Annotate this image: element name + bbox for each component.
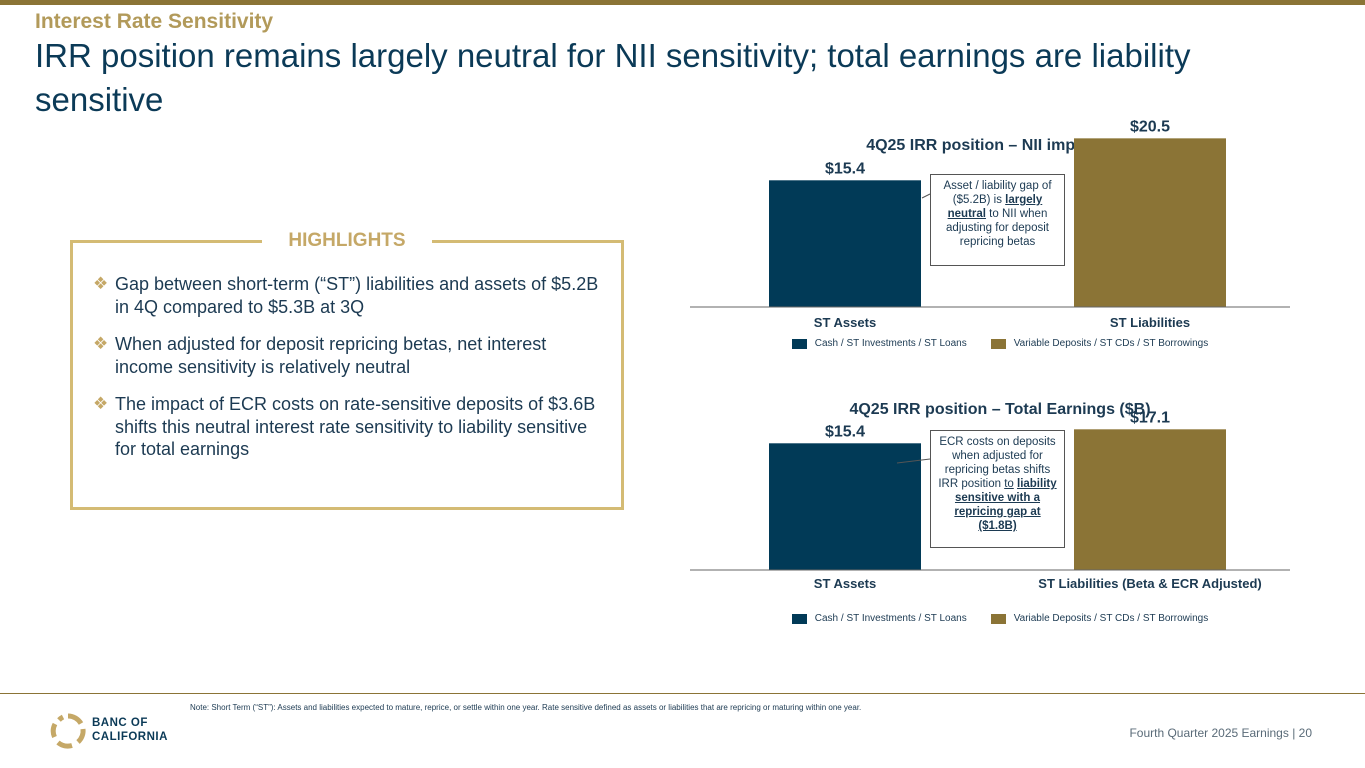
category-label: ST Liabilities [1110,315,1190,330]
diamond-bullet-icon: ❖ [93,394,109,413]
page-footer-label: Fourth Quarter 2025 Earnings | 20 [1129,726,1312,740]
legend-item-assets: Cash / ST Investments / ST Loans [791,338,967,349]
highlights-box: HIGHLIGHTS ❖ Gap between short-term (“ST… [70,230,624,510]
category-label: ST Assets [814,315,876,330]
nii-gap-callout: Asset / liability gap of ($5.2B) is larg… [930,174,1065,266]
list-item-text: Gap between short-term (“ST”) liabilitie… [115,274,599,317]
list-item: ❖ The impact of ECR costs on rate-sensit… [85,393,600,461]
data-label: $17.1 [1130,409,1170,426]
list-item-text: The impact of ECR costs on rate-sensitiv… [115,394,596,459]
callout-emphasis: to [1004,478,1014,490]
bar-st-liabilities [1074,138,1226,307]
legend-item-liabilities: Variable Deposits / ST CDs / ST Borrowin… [990,613,1209,624]
category-label: ST Liabilities (Beta & ECR Adjusted) [1038,576,1261,591]
data-label: $15.4 [825,423,865,440]
logo-mark-icon [50,713,86,749]
diamond-bullet-icon: ❖ [93,334,109,353]
top-rule [0,0,1365,5]
callout-emphasis: liability sensitive with a repricing gap… [954,478,1057,532]
highlights-title: HIGHLIGHTS [262,230,432,251]
callout-leader-line [921,193,931,199]
chart-legend: Cash / ST Investments / ST Loans Variabl… [690,613,1310,624]
legend-label: Cash / ST Investments / ST Loans [814,613,967,624]
logo-line-1: BANC OF [92,717,148,729]
list-item: ❖ Gap between short-term (“ST”) liabilit… [85,273,600,318]
legend-item-assets: Cash / ST Investments / ST Loans [791,613,967,624]
logo-line-2: CALIFORNIA [92,731,168,743]
legend-swatch-navy [791,338,807,349]
ecr-callout: ECR costs on deposits when adjusted for … [930,430,1065,548]
legend-swatch-navy [791,613,807,624]
bank-logo: BANC OF CALIFORNIA [50,712,185,750]
chart-title: 4Q25 IRR position – NII impact ($B) [866,137,1134,154]
callout-leader-line [896,458,931,464]
total-earnings-chart: 4Q25 IRR position – Total Earnings ($B) … [690,395,1310,630]
highlights-title-wrap: HIGHLIGHTS [73,230,621,252]
footnote: Note: Short Term (“ST”): Assets and liab… [190,703,862,712]
chart-legend: Cash / ST Investments / ST Loans Variabl… [690,338,1310,349]
diamond-bullet-icon: ❖ [93,274,109,293]
legend-item-liabilities: Variable Deposits / ST CDs / ST Borrowin… [990,338,1209,349]
section-label: Interest Rate Sensitivity [35,10,274,33]
data-label: $20.5 [1130,118,1170,135]
legend-label: Variable Deposits / ST CDs / ST Borrowin… [1013,338,1209,349]
bar-st-liabilities [1074,429,1226,570]
callout-text: to NII when adjusting for deposit repric… [946,208,1049,248]
data-label: $15.4 [825,160,865,177]
nii-impact-chart-svg: $15.4 ST Assets $20.5 ST Liabilities [690,118,1290,330]
callout-text: ECR costs on deposits when adjusted for … [938,436,1056,490]
category-label: ST Assets [814,576,876,591]
logo-text: BANC OF CALIFORNIA [92,716,168,744]
callout-text: Asset / liability gap of ($5.2B) is [943,180,1052,206]
total-earnings-chart-svg: $15.4 ST Assets $17.1 ST Liabilities (Beta … [690,409,1290,591]
list-item-text: When adjusted for deposit repricing beta… [115,334,547,377]
legend-label: Variable Deposits / ST CDs / ST Borrowin… [1013,613,1209,624]
legend-swatch-gold [990,338,1006,349]
chart-title: 4Q25 IRR position – Total Earnings ($B) [849,401,1151,418]
callout-emphasis: largely neutral [947,194,1043,220]
page-title: IRR position remains largely neutral for… [35,37,1191,118]
bar-st-assets [769,180,921,307]
nii-impact-chart: 4Q25 IRR position – NII impact ($B) $15.… [690,118,1310,355]
bar-st-assets [769,443,921,570]
footer-rule [0,693,1365,694]
highlights-list: ❖ Gap between short-term (“ST”) liabilit… [85,273,600,476]
list-item: ❖ When adjusted for deposit repricing be… [85,333,600,378]
legend-label: Cash / ST Investments / ST Loans [814,338,967,349]
legend-swatch-gold [990,613,1006,624]
